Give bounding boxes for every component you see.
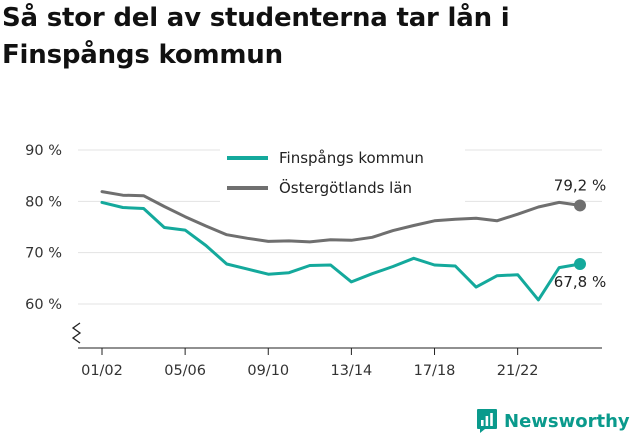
x-tick-label: 21/22 [497, 363, 539, 379]
legend-label: Östergötlands län [279, 178, 412, 197]
y-axis-ticks: 60 % 70 % 80 % 90 % [25, 143, 82, 344]
x-tick-label: 17/18 [414, 363, 456, 379]
legend: Finspångs kommun Östergötlands län [220, 143, 465, 205]
axis-break-icon [71, 322, 82, 344]
brand-name: Newsworthy [504, 410, 630, 432]
end-label-ostergotland: 79,2 % [554, 176, 606, 194]
end-labels: 79,2 % 67,8 % [554, 176, 606, 291]
y-tick-label: 70 % [25, 246, 62, 262]
y-tick-label: 90 % [25, 143, 62, 159]
legend-background [220, 143, 465, 205]
y-tick-label: 60 % [25, 297, 62, 313]
series-end-point-finspångs-kommun [574, 257, 586, 270]
y-tick-label: 80 % [25, 194, 62, 210]
chart-title: Så stor del av studenterna tar lån i Fin… [2, 3, 510, 70]
x-tick-label: 01/02 [81, 363, 123, 379]
legend-label: Finspångs kommun [279, 149, 424, 167]
newsworthy-logo-icon [477, 409, 497, 433]
series-line-östergötlands-län [100, 190, 582, 244]
newsworthy-logo: Newsworthy [476, 406, 630, 436]
x-tick-label: 13/14 [330, 363, 372, 379]
series-lines [100, 190, 586, 302]
x-tick-label: 05/06 [164, 363, 206, 379]
series-line-finspångs-kommun [100, 200, 582, 302]
series-end-point-östergötlands-län [574, 199, 586, 212]
x-axis: 01/02 05/06 09/10 13/14 17/18 21/22 [78, 347, 602, 379]
x-tick-label: 09/10 [247, 363, 289, 379]
end-label-finspang: 67,8 % [554, 273, 606, 291]
